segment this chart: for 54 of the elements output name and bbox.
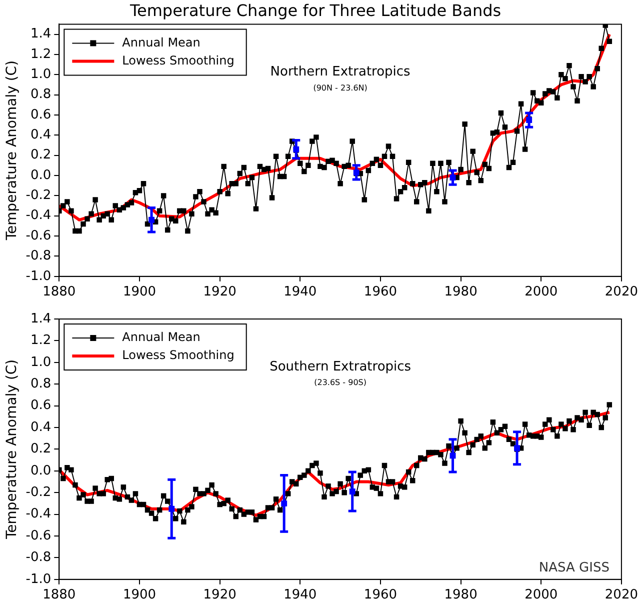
y-tick-label: 1.0 [30,67,52,82]
x-tick-label: 1980 [444,588,478,603]
y-tick-label: -0.8 [26,248,52,264]
y-tick-label: -0.4 [26,208,52,224]
chart-title: Temperature Change for Three Latitude Bands [128,0,502,20]
x-tick-label: 1920 [203,284,236,300]
x-tick-label: 1880 [42,284,76,300]
x-tick-label: 1880 [42,588,76,603]
x-tick-label: 2000 [524,588,558,603]
y-tick-label: 0.2 [30,148,52,163]
y-tick-label: -0.6 [26,528,52,544]
y-tick-label: 0.8 [30,376,52,392]
annotation: Northern Extratropics [270,64,411,80]
y-tick-label: 0.0 [30,463,52,478]
y-tick-label: 1.0 [30,354,52,370]
y-tick-label: 0.4 [30,420,52,435]
x-tick-label: 1900 [122,284,156,300]
legend-label: Annual Mean [122,35,200,50]
x-tick-label: 1920 [203,588,236,603]
y-tick-label: 0.0 [30,168,52,183]
annotation: NASA GISS [538,560,610,576]
x-tick-label: 1940 [284,588,317,603]
annotation: (90N - 23.6N) [313,83,368,92]
y-tick-label: 0.2 [30,442,52,457]
y-tick-label: 1.2 [30,333,52,348]
y-tick-label: -0.8 [26,550,52,566]
y-tick-label: 0.6 [30,107,52,122]
y-tick-label: 0.6 [30,398,52,414]
legend-label: Annual Mean [122,330,200,344]
annotation: Southern Extratropics [270,359,412,374]
x-tick-label: 2020 [604,588,638,603]
annotation: (23.6S - 90S) [314,378,366,388]
y-tick-label: 1.4 [30,26,52,42]
x-tick-label: 2020 [604,284,638,300]
x-tick-label: 1960 [364,588,398,603]
y-tick-label: -0.4 [26,506,52,522]
legend-label: Lowess Smoothing [122,53,234,68]
x-tick-label: 1960 [364,284,398,300]
y-tick-label: -1.0 [26,268,52,284]
y-axis-title: Temperature Anomaly (C) [4,359,20,540]
x-tick-label: 2000 [524,284,558,300]
y-tick-label: 1.2 [30,46,52,62]
legend-label: Lowess Smoothing [122,348,234,362]
y-tick-label: 1.4 [30,311,52,326]
y-tick-label: 0.4 [30,128,52,143]
x-tick-label: 1980 [444,284,478,300]
y-tick-label: 0.8 [30,87,52,102]
y-tick-label: -0.6 [26,228,52,244]
y-tick-label: -1.0 [26,572,52,587]
x-tick-label: 1900 [122,588,156,603]
x-tick-label: 1940 [284,284,317,300]
y-axis-title: Temperature Anomaly (C) [4,60,20,242]
y-tick-label: -0.2 [26,484,52,500]
y-tick-label: -0.2 [26,188,52,204]
